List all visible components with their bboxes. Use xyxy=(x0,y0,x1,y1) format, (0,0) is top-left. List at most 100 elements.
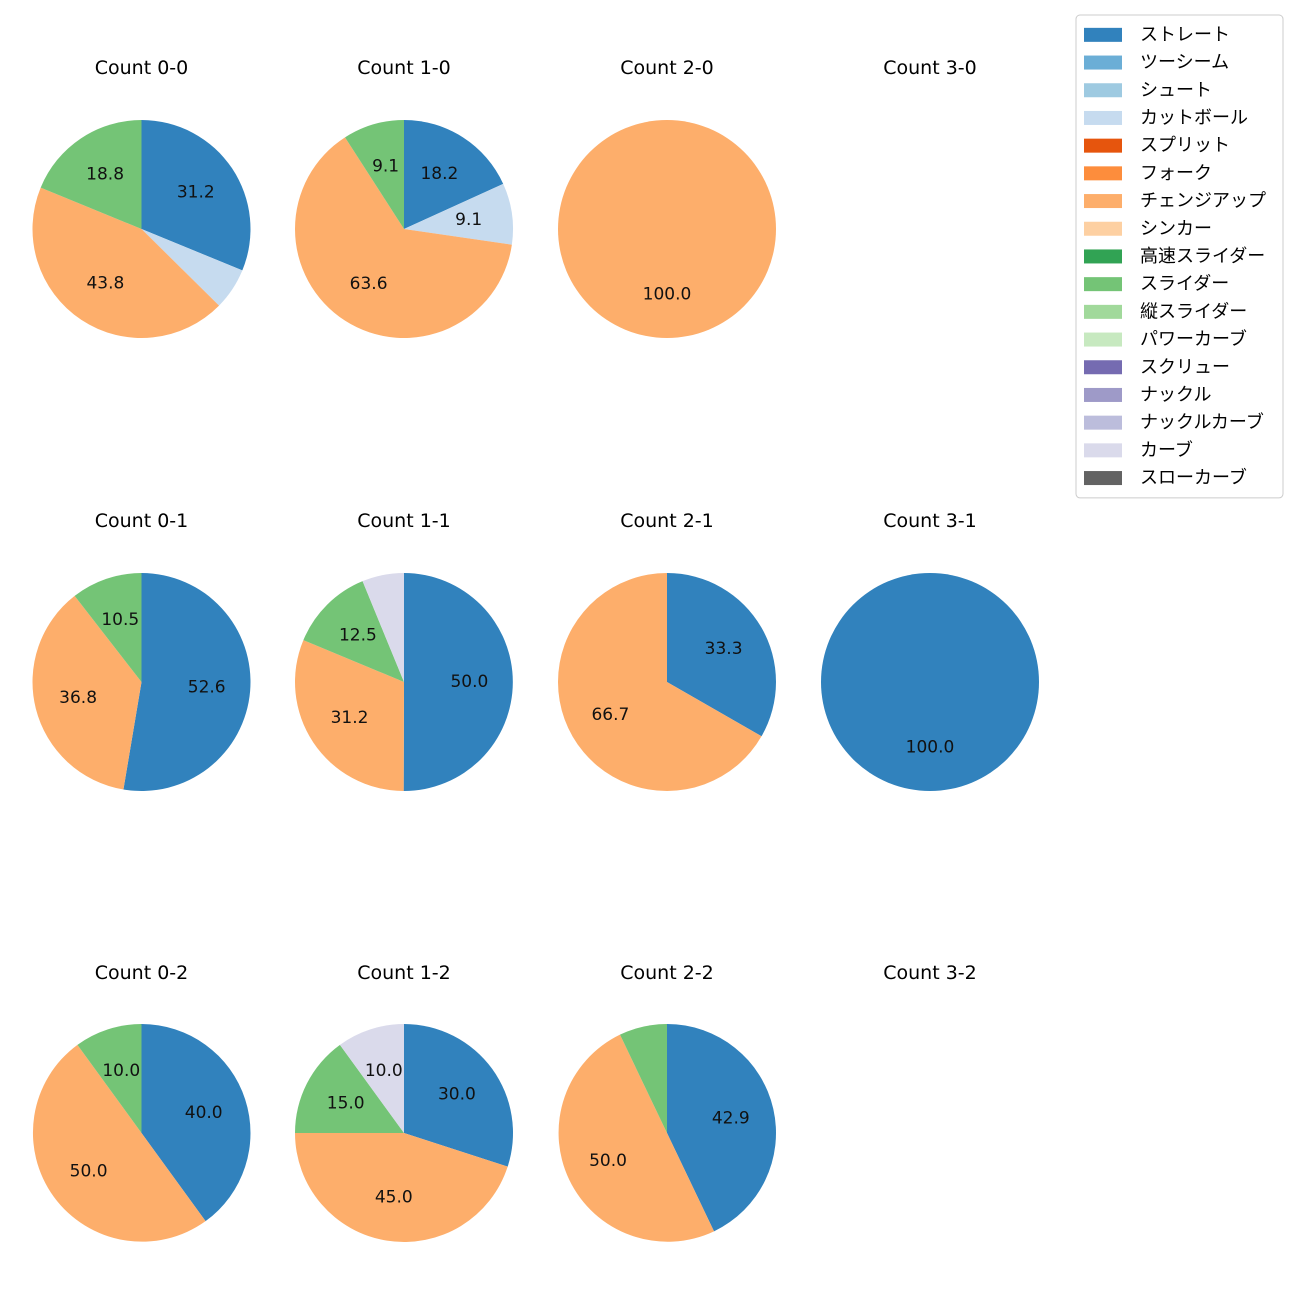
pie-slice xyxy=(339,1024,404,1133)
legend-swatch xyxy=(1084,138,1122,153)
pie-slice xyxy=(404,1024,514,1167)
legend-label: 高速スライダー xyxy=(1140,246,1265,267)
pie-slice xyxy=(77,1024,142,1133)
slice-value-label: 40.0 xyxy=(185,1103,223,1123)
pie-slice xyxy=(362,573,404,682)
pie-slice xyxy=(295,1044,404,1133)
slice-value-label: 10.0 xyxy=(365,1061,403,1081)
pie-title: Count 1-1 xyxy=(357,510,451,532)
pie-count-3-2: Count 3-2 xyxy=(883,962,977,984)
legend-swatch xyxy=(1084,83,1122,98)
legend-label: パワーカーブ xyxy=(1140,328,1247,350)
slice-value-label: 9.1 xyxy=(372,156,399,176)
slice-value-label: 31.2 xyxy=(177,183,215,203)
legend-frame xyxy=(1075,14,1284,499)
slice-value-label: 43.8 xyxy=(86,274,124,294)
slice-value-label: 33.3 xyxy=(705,639,743,659)
pie-slice xyxy=(74,573,142,682)
pie-slice xyxy=(294,1133,508,1243)
legend-label: ナックルカーブ xyxy=(1140,411,1264,433)
pie-slice xyxy=(303,581,404,682)
pie-title: Count 2-0 xyxy=(620,57,714,79)
legend-swatch xyxy=(1084,55,1122,70)
pie-slice xyxy=(141,1024,251,1222)
legend-swatch xyxy=(1084,304,1122,319)
legend-swatch xyxy=(1084,387,1122,402)
pie-count-2-1: Count 2-1 33.3 66.7 xyxy=(557,510,776,791)
legend-label: スプリット xyxy=(1140,135,1230,156)
pie-slice xyxy=(619,1024,667,1133)
pie-slice xyxy=(40,120,142,229)
legend-swatch xyxy=(1084,27,1122,42)
legend-label: スライダー xyxy=(1140,274,1229,295)
slice-value-label: 9.1 xyxy=(455,210,482,230)
slice-value-label: 100.0 xyxy=(643,284,692,304)
slice-value-label: 15.0 xyxy=(327,1093,365,1113)
pie-slice xyxy=(557,573,762,791)
legend-label: スローカーブ xyxy=(1140,467,1247,489)
slice-value-label: 52.6 xyxy=(188,677,226,697)
legend-label: シンカー xyxy=(1140,218,1212,239)
pie-title: Count 3-1 xyxy=(883,510,977,532)
pie-title: Count 0-0 xyxy=(95,57,189,79)
pie-title: Count 2-1 xyxy=(620,510,714,532)
pie-title: Count 0-2 xyxy=(95,962,189,984)
pie-title: Count 2-2 xyxy=(620,962,714,984)
pie-slice xyxy=(295,640,404,791)
pie-title: Count 1-0 xyxy=(357,57,451,79)
pie-count-1-0: Count 1-0 18.2 9.1 63.6 9.1 xyxy=(294,57,513,339)
legend-label: ナックル xyxy=(1140,384,1211,405)
slice-value-label: 10.0 xyxy=(102,1061,140,1081)
legend: ストレートツーシームシュートカットボールスプリットフォークチェンジアップシンカー… xyxy=(1075,14,1284,499)
pie-slice xyxy=(294,137,512,339)
legend-label: シュート xyxy=(1140,80,1212,101)
pie-slice xyxy=(345,120,404,229)
slice-value-label: 18.2 xyxy=(420,164,458,184)
slice-value-label: 45.0 xyxy=(375,1188,413,1208)
slice-value-label: 50.0 xyxy=(589,1151,627,1171)
pie-slice xyxy=(558,120,776,338)
legend-label: ツーシーム xyxy=(1140,52,1229,73)
pie-count-1-1: Count 1-1 50.0 31.2 12.5 xyxy=(295,510,513,792)
slice-value-label: 31.2 xyxy=(331,708,369,728)
legend-swatch xyxy=(1084,277,1122,292)
legend-label: フォーク xyxy=(1140,163,1212,184)
pie-slice xyxy=(123,573,251,791)
slice-value-label: 50.0 xyxy=(70,1161,108,1181)
slice-value-label: 36.8 xyxy=(59,688,97,708)
slice-value-label: 63.6 xyxy=(350,274,388,294)
slice-value-label: 66.7 xyxy=(591,705,629,725)
legend-label: ストレート xyxy=(1140,24,1230,45)
pie-slice xyxy=(404,120,504,229)
legend-label: 縦スライダー xyxy=(1140,301,1247,322)
pie-slice xyxy=(32,187,220,339)
slice-value-label: 30.0 xyxy=(438,1085,476,1105)
pie-slice xyxy=(667,1024,776,1232)
legend-swatch xyxy=(1084,194,1122,209)
legend-label: カットボール xyxy=(1140,107,1248,128)
pie-count-2-0: Count 2-0 100.0 xyxy=(558,57,776,338)
pie-count-3-0: Count 3-0 xyxy=(883,57,977,79)
pie-count-0-2: Count 0-2 40.0 50.0 10.0 xyxy=(32,962,251,1242)
legend-swatch xyxy=(1084,221,1122,236)
legend-label: カーブ xyxy=(1140,439,1193,461)
legend-swatch xyxy=(1084,110,1122,125)
pie-slice xyxy=(32,595,142,790)
pie-count-1-2: Count 1-2 30.0 45.0 15.010.0 xyxy=(294,962,514,1243)
pie-slice xyxy=(404,183,513,245)
pie-slice xyxy=(32,1044,206,1242)
legend-swatch xyxy=(1084,166,1122,181)
legend-swatch xyxy=(1084,471,1122,486)
pie-slice xyxy=(403,573,513,792)
pie-slice xyxy=(667,573,776,737)
legend-label: チェンジアップ xyxy=(1140,191,1266,212)
pie-title: Count 3-2 xyxy=(883,962,977,984)
slice-value-label: 42.9 xyxy=(712,1109,750,1129)
pie-count-0-1: Count 0-1 52.6 36.8 10.5 xyxy=(32,510,251,791)
legend-swatch xyxy=(1084,332,1122,347)
legend-swatch xyxy=(1084,360,1122,375)
pie-count-3-1: Count 3-1 100.0 xyxy=(821,510,1039,791)
legend-label: スクリュー xyxy=(1140,357,1230,378)
slice-value-label: 12.5 xyxy=(339,626,377,646)
